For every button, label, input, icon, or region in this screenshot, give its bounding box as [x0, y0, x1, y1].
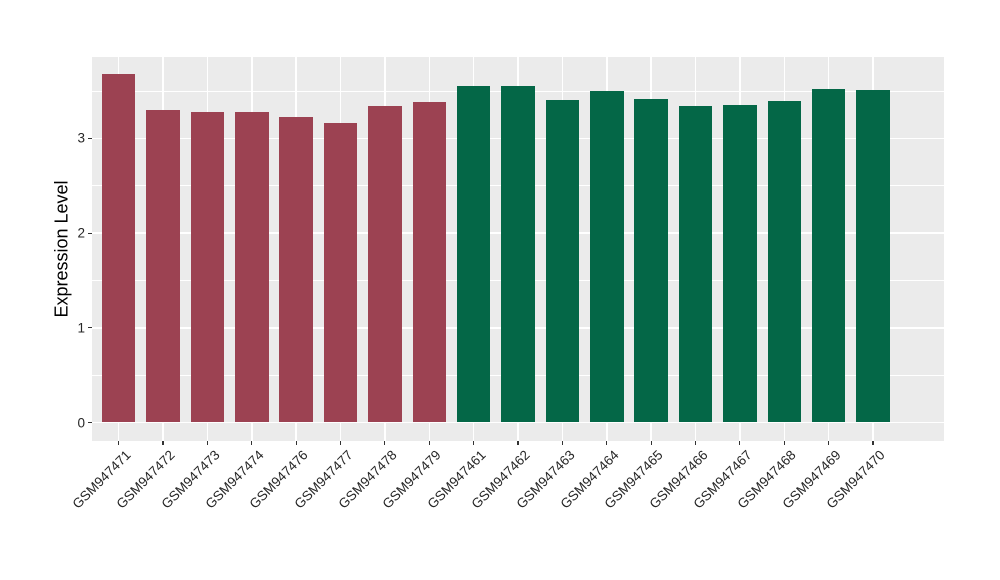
x-tick-mark [828, 440, 830, 445]
bar [368, 106, 402, 423]
bar [811, 89, 846, 423]
y-tick-mark [87, 232, 92, 234]
x-tick-mark [739, 440, 741, 445]
x-tick-mark [428, 440, 430, 445]
x-tick-mark [561, 440, 563, 445]
bar [856, 90, 890, 423]
y-tick-label: 0 [77, 414, 85, 430]
y-tick-mark [87, 327, 92, 329]
bar [634, 98, 668, 423]
x-tick-mark [517, 440, 519, 445]
bar [723, 105, 757, 423]
bar [590, 91, 624, 423]
y-tick-label: 2 [77, 225, 85, 241]
x-tick-mark [118, 440, 120, 445]
bar [146, 109, 180, 423]
bar [456, 86, 491, 423]
x-tick-mark [694, 440, 697, 445]
bar [190, 111, 225, 423]
x-tick-mark [206, 440, 208, 445]
y-tick-label: 1 [77, 320, 85, 336]
bar [767, 100, 801, 423]
bar [501, 86, 535, 423]
x-tick-mark [162, 440, 164, 445]
x-tick-mark [339, 440, 342, 445]
chart-panel [92, 57, 944, 441]
bar [323, 123, 358, 423]
x-tick-mark [606, 440, 608, 445]
y-tick-mark [87, 421, 92, 424]
x-tick-mark [251, 440, 253, 445]
y-tick-mark [87, 137, 92, 139]
y-axis-title: Expression Level [51, 180, 72, 318]
x-tick-mark [295, 440, 297, 445]
x-tick-mark [872, 440, 874, 445]
bar [412, 102, 446, 423]
bar [678, 106, 713, 423]
y-tick-label: 3 [77, 130, 85, 146]
x-tick-mark [384, 440, 386, 445]
x-tick-mark [473, 440, 475, 445]
bar [101, 74, 136, 423]
x-tick-mark [650, 440, 652, 445]
x-tick-mark [783, 440, 785, 445]
bar [235, 111, 269, 423]
bar [279, 116, 313, 423]
bar [545, 99, 580, 423]
